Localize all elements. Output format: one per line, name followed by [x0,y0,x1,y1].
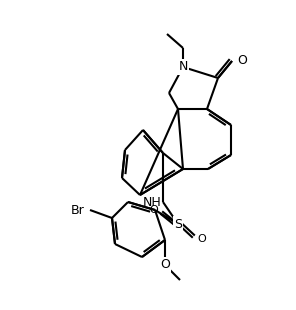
Text: O: O [149,205,158,215]
Text: N: N [178,60,188,73]
Text: NH: NH [142,196,161,209]
Text: O: O [160,259,170,272]
Text: S: S [174,218,182,231]
Text: Br: Br [71,203,85,216]
Text: O: O [237,55,247,68]
Text: O: O [197,234,206,244]
